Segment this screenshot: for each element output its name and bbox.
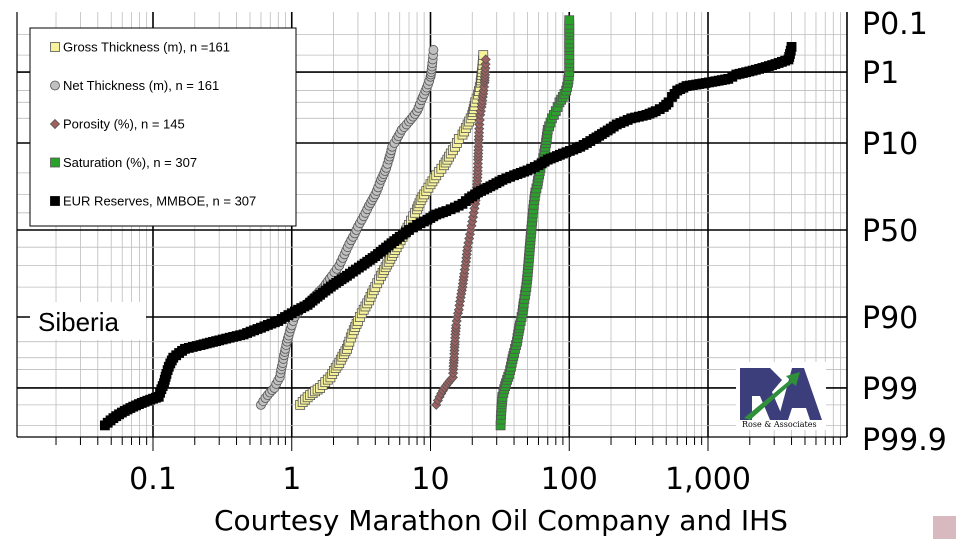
legend: Gross Thickness (m), n =161 Net Thickness… [29, 27, 297, 227]
x-tick-label: 0.1 [129, 462, 177, 497]
legend-item: Gross Thickness (m), n =161 [50, 40, 230, 55]
x-tick-label: 100 [541, 462, 598, 497]
legend-item: EUR Reserves, MMBOE, n = 307 [50, 194, 256, 209]
legend-item: Porosity (%), n = 145 [49, 117, 185, 132]
probability-tick-label: P50 [862, 214, 918, 249]
legend-item: Saturation (%), n = 307 [50, 155, 197, 170]
credit-text: Courtesy Marathon Oil Company and IHS [214, 504, 788, 537]
series-4 [99, 42, 797, 431]
probability-tick-label: P90 [862, 301, 918, 336]
legend-label: EUR Reserves, MMBOE, n = 307 [63, 194, 256, 209]
legend-marker [50, 42, 60, 52]
legend-label: Net Thickness (m), n = 161 [63, 78, 219, 93]
probability-tick-label: P99.9 [862, 423, 947, 458]
logo-arrow [744, 372, 800, 420]
probability-tick-label: P1 [862, 56, 899, 91]
legend-marker [50, 80, 60, 91]
probability-tick-labels: P0.1 P1 P10 P50 P90 P99 P99.9 [862, 7, 947, 458]
legend-marker [50, 157, 60, 168]
legend-marker [50, 196, 60, 206]
probability-tick-label: P10 [862, 127, 918, 162]
x-tick-labels: 0.1 1 10 100 1,000 [129, 462, 751, 497]
data-point [564, 15, 575, 26]
legend-label: Saturation (%), n = 307 [63, 155, 197, 170]
data-points [99, 15, 797, 431]
data-point [480, 54, 491, 65]
series-3 [495, 15, 575, 431]
x-tick-label: 10 [411, 462, 449, 497]
x-tick-label: 1,000 [665, 462, 751, 497]
data-point [786, 42, 797, 52]
annotation-siberia: Siberia [38, 307, 119, 337]
probability-tick-label: P0.1 [862, 7, 928, 42]
x-tick-label: 1 [282, 462, 301, 497]
legend-box [29, 27, 297, 227]
legend-label: Porosity (%), n = 145 [63, 117, 185, 132]
logo-text: Rose & Associates [742, 420, 817, 429]
legend-item: Net Thickness (m), n = 161 [50, 78, 219, 93]
legend-label: Gross Thickness (m), n =161 [63, 40, 230, 55]
annotation-box [30, 302, 146, 340]
probability-tick-label: P99 [862, 372, 918, 407]
slide-marker [933, 516, 956, 539]
logo-shape-r [740, 368, 784, 420]
data-point [428, 45, 439, 55]
rose-associates-logo: Rose & Associates [736, 362, 826, 430]
legend-marker [49, 118, 61, 130]
